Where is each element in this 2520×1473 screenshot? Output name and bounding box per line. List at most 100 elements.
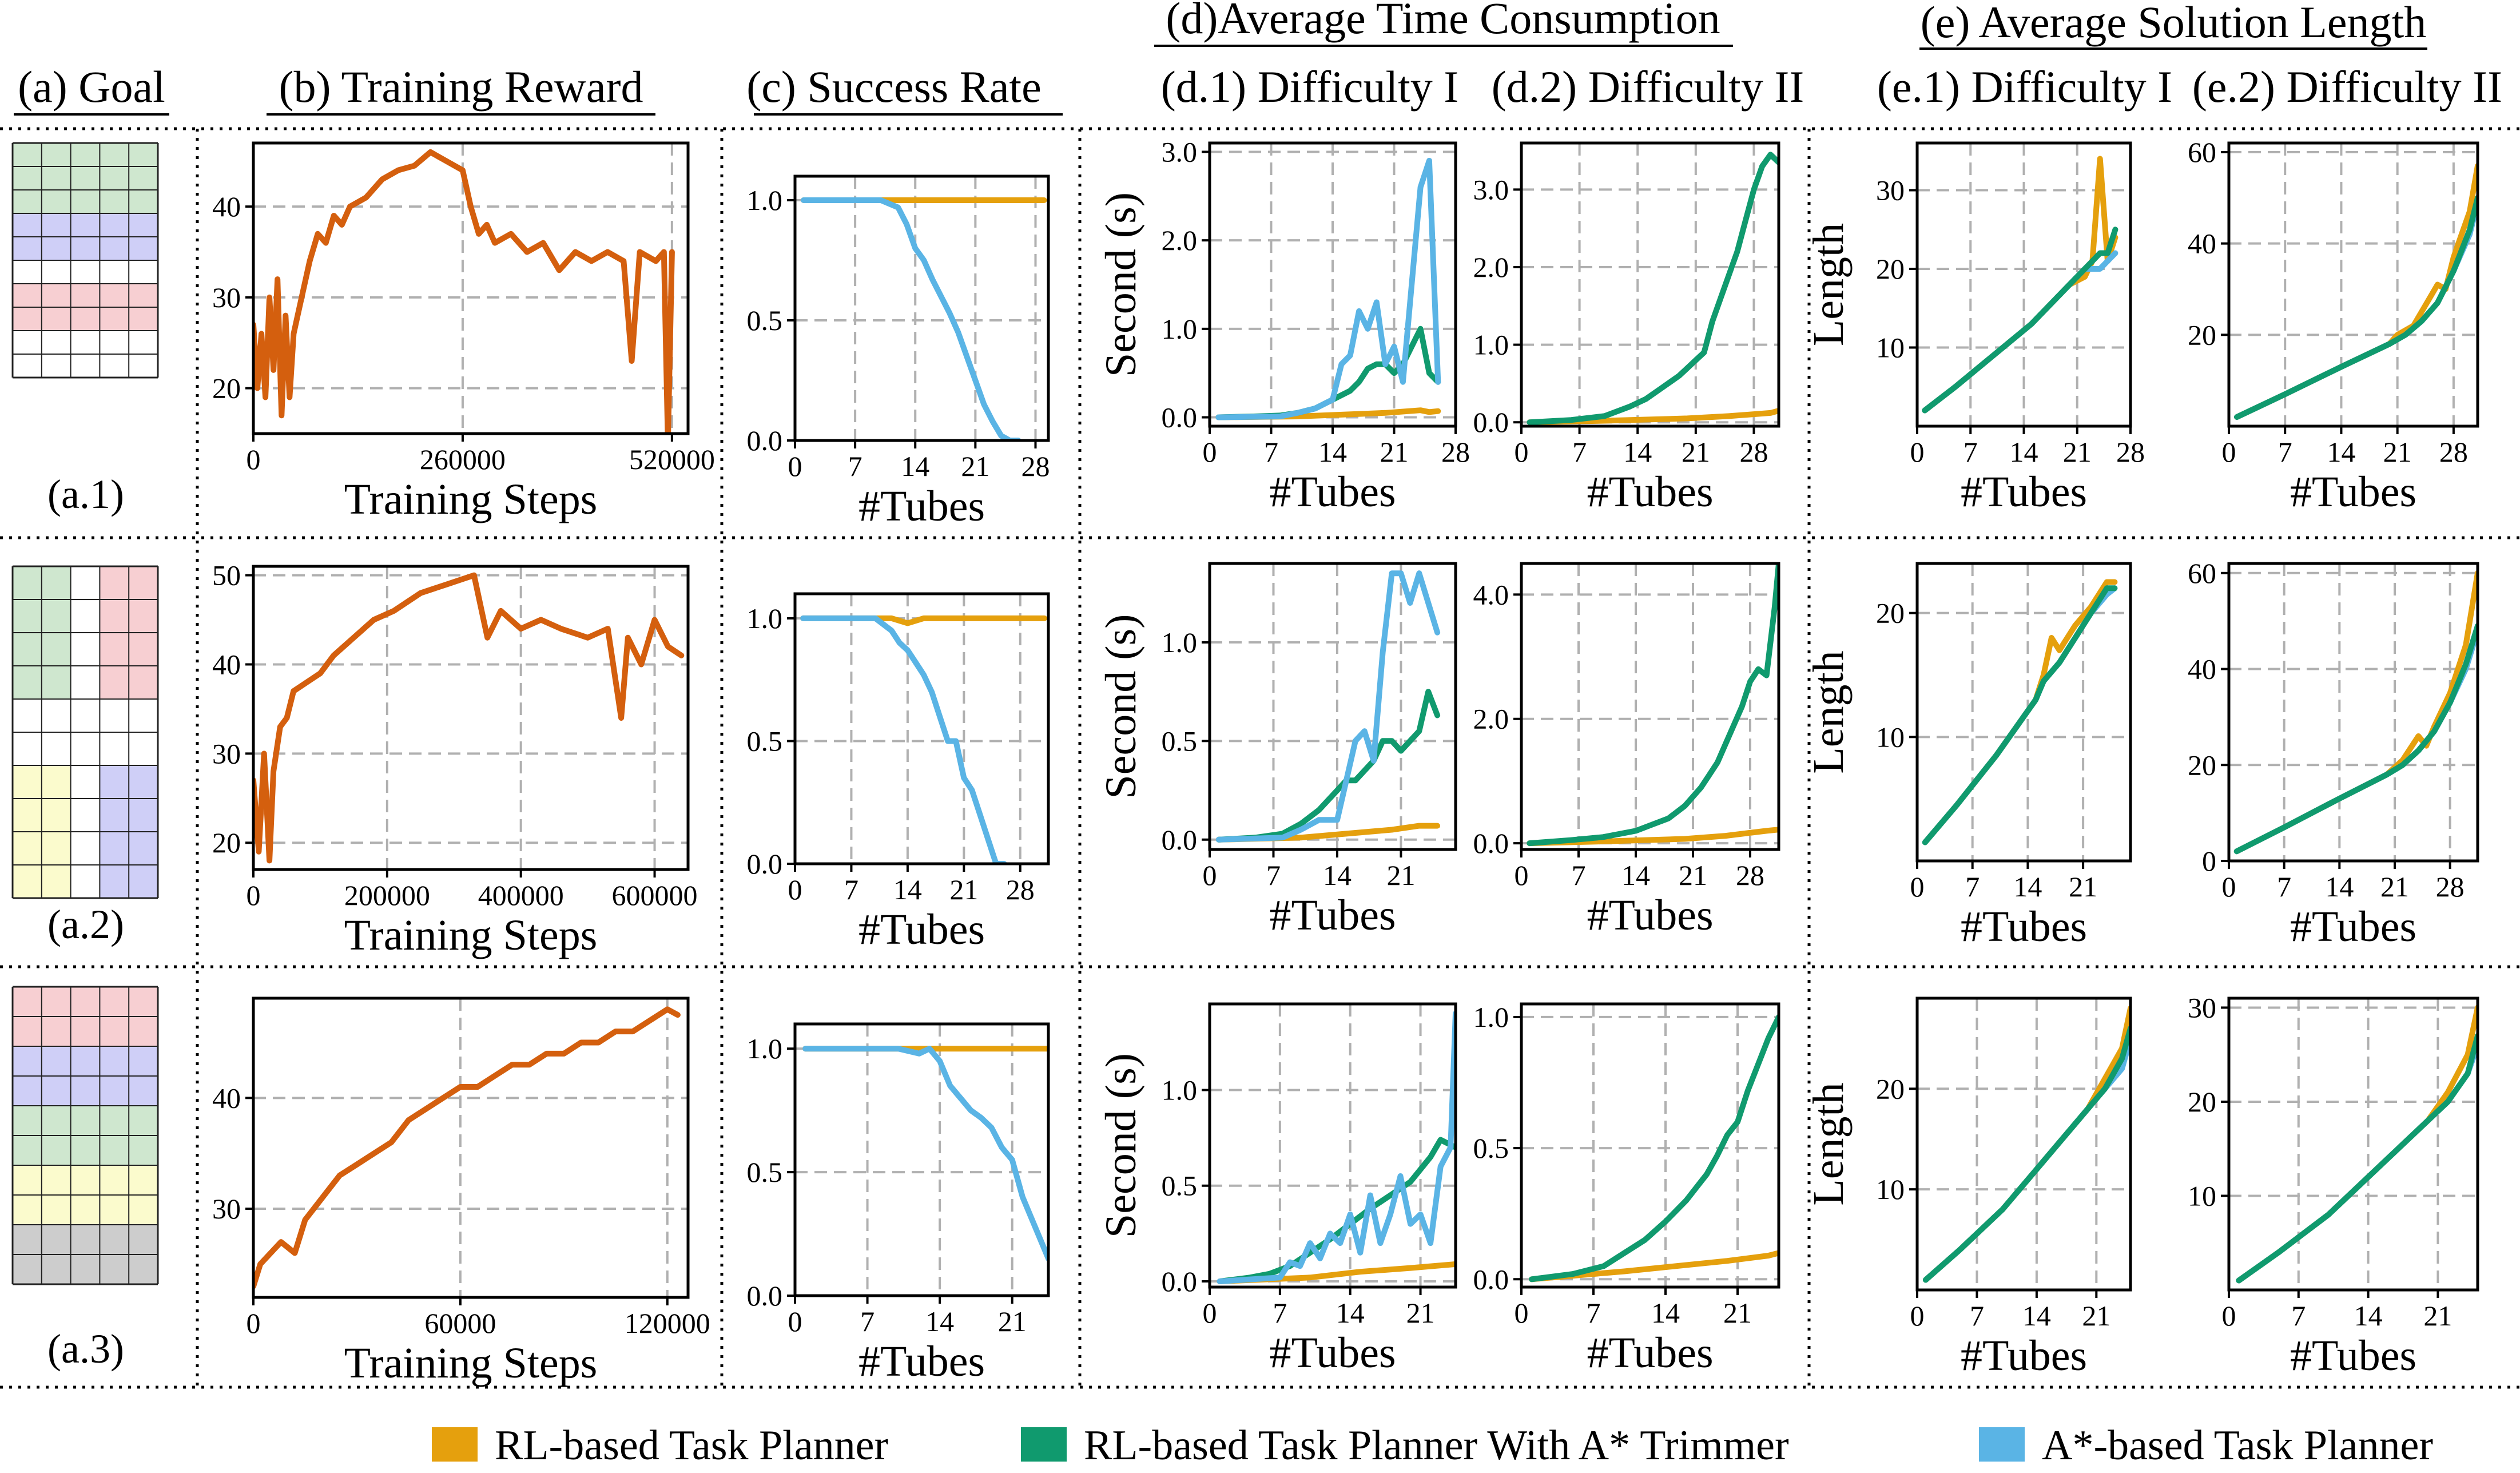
x-axis-label: Training Steps [344,1339,598,1387]
x-tick-label: 21 [1679,859,1707,891]
y-tick-label: 2.0 [1473,251,1509,283]
y-tick-label: 40 [212,1082,241,1114]
series-line [1529,1014,1779,1283]
grid [795,176,1048,440]
y-tick-label: 0.0 [1162,1265,1198,1297]
grid [1521,143,1779,426]
x-tick-label: 21 [2082,1300,2110,1332]
x-tick-label: 14 [2354,1300,2383,1332]
x-tick-label: 14 [2325,871,2354,903]
y-tick-label: 30 [212,737,241,769]
y-tick-label: 0.5 [1473,1132,1509,1164]
series-line [1527,827,1779,847]
y-tick-label: 0.0 [1162,824,1198,856]
chart-c1: 0 7 14 21 28 0.0 0.5 1.0 #Tubes [747,174,1050,530]
y-tick-label: 10 [1876,1173,1905,1205]
y-tick-label: 40 [212,648,241,680]
series-line [1922,156,2118,414]
x-tick-label: 0 [247,443,261,475]
chart-d11: 0 7 14 21 28 0.0 1.0 2.0 3.0 #Tubes Second (s) [1097,136,1470,516]
chart-e12: 0 7 14 21 10 20 #Tubes Length [1804,562,2132,951]
y-tick-label: 1.0 [1162,1074,1198,1106]
goal-panels: (a.1) (a.2) (a.3) [11,142,159,1372]
y-axis-label: Length [1804,1082,1853,1205]
x-tick-label: 21 [949,874,978,906]
grid [2229,563,2478,861]
plot-frame [1208,1002,1457,1289]
x-tick-label: 21 [1386,859,1415,891]
x-tick-label: 7 [844,874,858,906]
grid [253,143,688,434]
x-tick-label: 7 [1273,1297,1287,1329]
x-tick-label: 260000 [420,443,506,475]
plot-frame [1520,141,1780,428]
legend-label: A*-based Task Planner [2042,1422,2433,1469]
x-tick-label: 14 [2327,436,2355,468]
y-tick-label: 10 [2188,1180,2216,1212]
plot-frame [252,565,690,871]
y-tick-label: 1.0 [747,602,783,634]
x-tick-label: 0 [1203,859,1217,891]
plot-frame [1915,996,2132,1292]
grid [1210,563,1456,849]
y-tick-label: 1.0 [1162,313,1198,345]
x-axis-label: #Tubes [1961,903,2087,951]
series-line [1922,1025,2131,1283]
x-tick-label: 14 [901,450,929,482]
x-tick-label: 0 [1515,1297,1529,1329]
y-tick-label: 0.5 [747,304,783,336]
series-line [2233,628,2478,855]
x-axis-label: #Tubes [1587,891,1713,939]
x-axis-label: #Tubes [1961,468,2087,516]
x-axis-label: Training Steps [344,911,598,959]
y-tick-label: 10 [1876,721,1905,753]
x-tick-label: 400000 [478,879,564,911]
x-tick-label: 0 [788,1305,802,1337]
x-axis-label: #Tubes [858,1337,985,1385]
series-line [1215,570,1441,843]
grid [253,998,688,1297]
grid [795,594,1048,864]
y-tick-label: 30 [212,281,241,313]
x-tick-label: 7 [1963,436,1978,468]
x-tick-label: 600000 [612,879,698,911]
x-tick-label: 28 [2436,871,2465,903]
y-tick-label: 10 [1876,332,1905,364]
x-tick-label: 21 [2383,436,2412,468]
x-tick-label: 28 [1736,859,1764,891]
x-axis-label: #Tubes [858,482,985,530]
x-tick-label: 21 [2063,436,2092,468]
y-tick-label: 3.0 [1473,173,1509,205]
x-tick-label: 0 [1203,1297,1217,1329]
y-tick-label: 30 [212,1193,241,1225]
goal-region [13,143,158,213]
x-tick-label: 21 [2423,1300,2452,1332]
chart-b3: 0 60000 120000 30 40 Training Steps [212,996,710,1387]
y-tick-label: 1.0 [747,1033,783,1065]
y-tick-label: 50 [212,559,241,591]
header-training-reward: (b) Training Reward [279,62,643,112]
chart-d12: 0 7 14 21 0.0 0.5 1.0 #Tubes Second (s) [1097,562,1457,939]
series-line [1922,227,2118,414]
legend-swatch [1979,1427,2025,1462]
grid [1210,1004,1456,1287]
x-tick-label: 0 [788,450,802,482]
header-time-difficulty-1: (d.1) Difficulty I [1161,62,1459,112]
y-tick-label: 0.5 [747,1156,783,1188]
y-tick-label: 0.5 [1162,725,1198,757]
series-line [1527,563,1779,847]
x-tick-label: 7 [1965,871,1980,903]
grid [2229,998,2478,1290]
x-tick-label: 7 [1572,436,1587,468]
series-line [1922,585,2118,845]
series-line [802,1046,1048,1262]
x-tick-label: 28 [1441,436,1470,468]
y-tick-label: 1.0 [1473,329,1509,361]
grid [1521,1004,1779,1287]
y-axis-label: Length [1804,650,1853,773]
y-tick-label: 20 [1876,597,1905,629]
x-tick-label: 28 [1739,436,1768,468]
x-tick-label: 0 [1515,859,1529,891]
y-tick-label: 0.0 [1162,402,1198,434]
x-axis-label: #Tubes [2290,1332,2416,1380]
